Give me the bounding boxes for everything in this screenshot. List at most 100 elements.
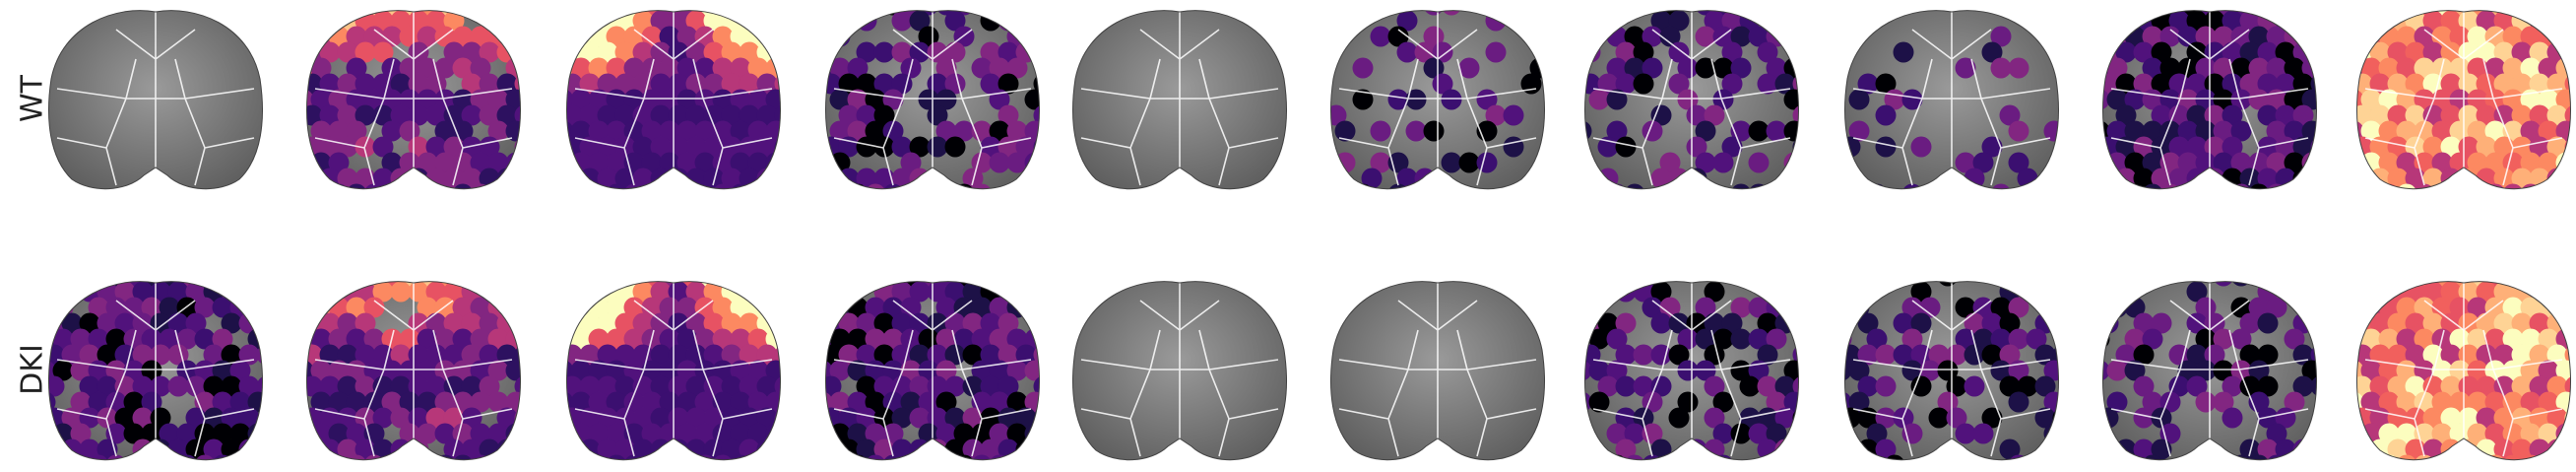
activity-patch bbox=[2213, 183, 2234, 189]
brain-outline bbox=[825, 281, 1040, 461]
activity-patch bbox=[747, 391, 769, 413]
activity-patch bbox=[2546, 10, 2568, 32]
activity-patch bbox=[2213, 26, 2234, 47]
activity-patch bbox=[114, 281, 136, 303]
activity-patch bbox=[452, 328, 474, 350]
activity-patch bbox=[623, 328, 645, 350]
activity-patch bbox=[721, 168, 742, 189]
activity-patch bbox=[1405, 120, 1427, 142]
activity-patch bbox=[1730, 183, 1752, 189]
activity-patch bbox=[229, 391, 251, 413]
activity-patch bbox=[935, 423, 957, 444]
activity-patch bbox=[2310, 10, 2317, 32]
activity-patch bbox=[659, 391, 680, 413]
activity-patch bbox=[346, 120, 367, 142]
activity-patch bbox=[2555, 297, 2571, 318]
activity-patch bbox=[1606, 120, 1628, 142]
activity-patch bbox=[2538, 57, 2559, 79]
activity-patch bbox=[48, 281, 56, 287]
activity-patch bbox=[306, 297, 314, 318]
activity-patch bbox=[1783, 120, 1799, 142]
activity-patch bbox=[703, 168, 725, 189]
activity-patch bbox=[2052, 281, 2059, 303]
activity-patch bbox=[2043, 281, 2059, 287]
activity-patch bbox=[2257, 168, 2279, 189]
activity-patch bbox=[676, 89, 698, 110]
activity-patch bbox=[2449, 26, 2471, 47]
activity-patch bbox=[1642, 297, 1663, 318]
activity-patch bbox=[2422, 281, 2444, 303]
activity-patch bbox=[1624, 423, 1645, 444]
activity-patch bbox=[641, 183, 663, 189]
activity-patch bbox=[1766, 423, 1787, 444]
activity-patch bbox=[417, 360, 438, 381]
activity-patch bbox=[1024, 360, 1040, 381]
brain-outline bbox=[1584, 10, 1799, 190]
activity-patch bbox=[1520, 73, 1542, 95]
activity-patch bbox=[2239, 168, 2261, 189]
activity-patch bbox=[461, 104, 483, 126]
activity-patch bbox=[2142, 183, 2163, 189]
activity-patch bbox=[2538, 281, 2559, 287]
activity-patch bbox=[1024, 120, 1040, 142]
activity-patch bbox=[79, 407, 100, 429]
activity-patch bbox=[2133, 375, 2155, 397]
activity-patch bbox=[588, 391, 610, 413]
activity-patch bbox=[417, 26, 438, 47]
activity-patch bbox=[487, 89, 509, 110]
activity-patch bbox=[774, 312, 781, 334]
activity-patch bbox=[425, 375, 447, 397]
activity-patch bbox=[1485, 104, 1507, 126]
activity-patch bbox=[588, 281, 610, 287]
activity-patch bbox=[496, 281, 518, 303]
brain-map bbox=[2356, 10, 2571, 190]
activity-patch bbox=[496, 104, 518, 126]
activity-patch bbox=[838, 73, 860, 95]
brain-map bbox=[1330, 281, 1545, 461]
activity-patch bbox=[2360, 89, 2382, 110]
activity-patch bbox=[2414, 89, 2435, 110]
activity-patch bbox=[212, 281, 233, 287]
activity-patch bbox=[838, 344, 860, 366]
brain-map bbox=[1844, 281, 2059, 461]
activity-patch bbox=[1015, 136, 1037, 158]
activity-patch bbox=[632, 312, 654, 334]
activity-patch bbox=[1964, 344, 1985, 366]
activity-patch bbox=[2356, 89, 2364, 110]
brain-outline bbox=[306, 281, 521, 461]
activity-patch bbox=[2396, 152, 2417, 173]
activity-patch bbox=[337, 344, 358, 366]
activity-patch bbox=[2538, 360, 2559, 381]
activity-patch bbox=[1024, 183, 1040, 189]
activity-patch bbox=[514, 10, 521, 32]
activity-patch bbox=[256, 438, 263, 460]
activity-patch bbox=[829, 10, 851, 16]
activity-patch bbox=[1633, 375, 1654, 397]
activity-patch bbox=[2213, 328, 2234, 350]
activity-patch bbox=[2511, 104, 2533, 126]
brain-outline bbox=[2102, 281, 2317, 461]
activity-patch bbox=[2520, 26, 2542, 47]
activity-patch bbox=[2529, 375, 2550, 397]
activity-patch bbox=[1414, 41, 1436, 63]
activity-patch bbox=[909, 41, 931, 63]
activity-patch bbox=[88, 281, 109, 287]
activity-patch bbox=[2529, 312, 2550, 334]
activity-patch bbox=[372, 10, 394, 32]
activity-patch bbox=[79, 438, 100, 460]
brain-fill bbox=[306, 281, 521, 460]
activity-patch bbox=[2151, 104, 2172, 126]
activity-patch bbox=[328, 391, 350, 413]
activity-patch bbox=[48, 423, 56, 444]
activity-patch bbox=[588, 423, 610, 444]
activity-patch bbox=[2213, 360, 2234, 381]
activity-patch bbox=[2538, 391, 2559, 413]
activity-patch bbox=[2266, 10, 2287, 16]
activity-patch bbox=[566, 168, 583, 189]
activity-patch bbox=[2115, 344, 2137, 366]
activity-patch bbox=[1677, 328, 1699, 350]
activity-patch bbox=[212, 391, 233, 413]
activity-patch bbox=[221, 312, 242, 334]
activity-patch bbox=[570, 183, 592, 189]
activity-patch bbox=[1334, 183, 1356, 189]
